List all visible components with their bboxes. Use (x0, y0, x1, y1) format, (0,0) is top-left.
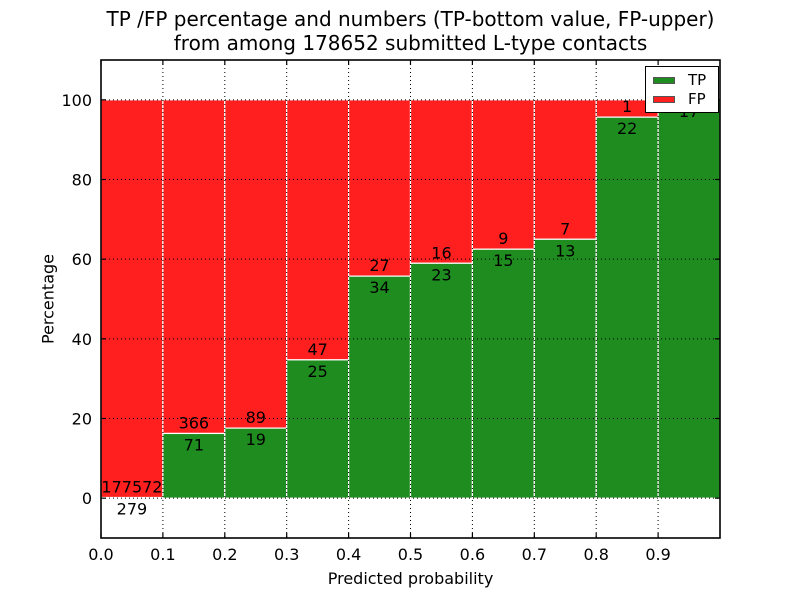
y-tick-label: 20 (72, 410, 92, 429)
x-tick-label: 0.1 (150, 545, 175, 564)
fp-count-label: 366 (179, 413, 210, 432)
y-axis-label: Percentage (38, 253, 58, 345)
tp-count-label: 279 (117, 500, 148, 519)
x-tick-label: 0.3 (274, 545, 299, 564)
bar-fp-segment (162, 99, 226, 435)
bar-fp-segment (100, 99, 164, 499)
x-tick-label: 0.2 (212, 545, 237, 564)
legend-swatch-fp-icon (653, 95, 675, 103)
fp-count-label: 47 (307, 340, 327, 359)
chart-title: TP /FP percentage and numbers (TP-bottom… (101, 7, 720, 56)
bar-fp-segment (409, 99, 474, 264)
bar-tp-segment (224, 427, 288, 499)
y-tick-label: 0 (82, 489, 92, 508)
bar-tp-segment (657, 99, 721, 499)
legend-label-fp: FP (688, 89, 706, 108)
fp-count-label: 177572 (101, 478, 162, 497)
chart-title-line2: from among 178652 submitted L-type conta… (173, 31, 648, 56)
legend-entry-fp: FP (653, 89, 718, 108)
tp-count-label: 15 (493, 251, 513, 270)
fp-count-label: 9 (498, 229, 508, 248)
legend-entry-tp: TP (653, 70, 718, 89)
bar-fp-segment (286, 99, 350, 361)
tp-count-label: 23 (431, 265, 451, 284)
chart-title-line1: TP /FP percentage and numbers (TP-bottom… (106, 7, 715, 31)
bar-tp-segment (409, 262, 474, 499)
bar-fp-segment (471, 99, 535, 250)
x-tick-label: 0.8 (583, 545, 608, 564)
tp-count-label: 13 (555, 241, 575, 260)
bar-fp-segment (224, 99, 288, 429)
bar-tp-segment (595, 116, 659, 499)
tp-count-label: 19 (246, 430, 266, 449)
legend-label-tp: TP (688, 70, 707, 89)
fp-count-label: 16 (431, 243, 451, 262)
legend-swatch-tp-icon (653, 76, 675, 84)
tp-count-label: 71 (184, 435, 204, 454)
y-tick-label: 40 (72, 330, 92, 349)
x-tick-label: 0.4 (336, 545, 361, 564)
tp-count-label: 25 (307, 362, 327, 381)
fp-count-label: 7 (560, 219, 570, 238)
fp-count-label: 1 (622, 97, 632, 116)
bar-tp-segment (348, 275, 412, 499)
bar-tp-segment (162, 432, 226, 499)
bar-fp-segment (348, 99, 412, 277)
x-tick-label: 0.9 (645, 545, 670, 564)
legend: TP FP (645, 66, 719, 113)
tp-count-label: 22 (617, 119, 637, 138)
y-tick-label: 60 (72, 250, 92, 269)
x-tick-label: 0.5 (398, 545, 423, 564)
y-tick-label: 80 (72, 171, 92, 190)
tp-count-label: 34 (369, 278, 389, 297)
fp-count-label: 27 (369, 256, 389, 275)
x-tick-label: 0.6 (460, 545, 485, 564)
x-tick-label: 0.7 (522, 545, 547, 564)
fp-count-label: 89 (246, 408, 266, 427)
y-tick-label: 100 (61, 91, 92, 110)
bar-tp-segment (533, 238, 597, 499)
bar-tp-segment (471, 248, 535, 499)
x-axis-label: Predicted probability (327, 569, 494, 588)
x-tick-label: 0.0 (88, 545, 113, 564)
